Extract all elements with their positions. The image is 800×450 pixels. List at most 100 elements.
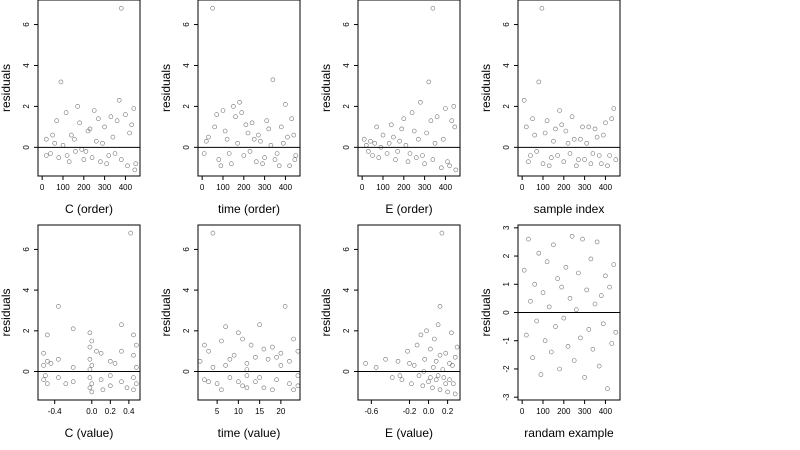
data-point — [60, 143, 66, 148]
data-point — [557, 108, 562, 113]
data-point — [276, 163, 282, 169]
y-tick-label: 0 — [22, 369, 31, 374]
data-point — [87, 330, 93, 336]
data-point — [206, 379, 211, 385]
data-point — [596, 363, 602, 369]
data-point — [569, 234, 575, 239]
data-point — [206, 348, 211, 354]
data-point — [202, 342, 207, 348]
data-point — [437, 304, 443, 309]
data-point — [100, 141, 105, 146]
data-point — [437, 387, 443, 393]
y-tick-label: 0 — [182, 369, 191, 374]
data-point — [454, 344, 460, 350]
data-point — [119, 157, 124, 162]
data-point — [409, 110, 415, 115]
data-point — [241, 153, 247, 158]
data-point — [561, 159, 567, 164]
data-point — [89, 381, 95, 387]
data-point — [534, 318, 540, 324]
data-point — [89, 363, 95, 368]
data-point — [443, 350, 449, 356]
data-point — [278, 124, 284, 130]
data-point — [132, 167, 138, 173]
data-point — [289, 116, 295, 121]
data-point — [538, 372, 544, 377]
data-point — [600, 321, 606, 327]
data-point — [227, 375, 233, 380]
data-point — [418, 100, 423, 105]
data-point — [565, 344, 571, 349]
data-point — [530, 116, 535, 121]
y-tick-label: 6 — [22, 22, 31, 27]
data-point — [435, 322, 441, 328]
y-tick-label: 1 — [502, 282, 511, 287]
data-point — [81, 157, 87, 162]
data-point — [261, 346, 267, 352]
data-point — [216, 157, 222, 162]
data-point — [534, 149, 540, 154]
data-point — [521, 267, 527, 273]
data-point — [278, 363, 284, 368]
data-point — [287, 163, 292, 169]
data-point — [257, 322, 262, 328]
data-point — [231, 352, 237, 358]
data-point — [251, 136, 257, 142]
data-point — [134, 381, 139, 387]
data-point — [540, 161, 546, 166]
x-tick-label: 200 — [77, 183, 91, 192]
data-point — [291, 336, 296, 342]
data-point — [431, 336, 437, 342]
data-point — [129, 122, 134, 128]
y-tick-label: 2 — [342, 104, 351, 109]
x-tick-label: 300 — [258, 183, 272, 192]
data-point — [409, 381, 414, 387]
data-point — [262, 155, 267, 160]
data-point — [422, 356, 428, 362]
x-tick-label: -0.4 — [48, 407, 62, 416]
y-axis-title: residuals — [0, 64, 13, 112]
data-point — [247, 149, 253, 154]
data-point — [403, 143, 409, 148]
data-point — [58, 79, 64, 85]
y-tick-label: 6 — [182, 247, 191, 252]
data-point — [293, 153, 299, 158]
data-point — [210, 230, 216, 236]
data-point — [420, 383, 426, 389]
residual-panel-1: 0 100 200 300 400 0 2 4 6 C (order) residuals — [0, 0, 141, 216]
data-point — [416, 136, 421, 142]
data-point — [244, 361, 250, 366]
data-point — [52, 141, 58, 146]
data-point — [428, 346, 433, 352]
data-point — [50, 132, 55, 138]
data-point — [236, 379, 241, 385]
y-tick-label: -2 — [502, 365, 511, 373]
plot-frame — [357, 224, 461, 401]
residual-panel-3: 0 100 200 300 400 0 2 4 6 E (order) residuals — [319, 0, 461, 216]
data-point — [77, 120, 82, 126]
y-tick-label: 6 — [342, 22, 351, 27]
data-point — [407, 361, 412, 366]
data-point — [285, 134, 290, 140]
data-point — [131, 352, 136, 358]
data-point — [56, 375, 61, 380]
data-point — [64, 153, 70, 158]
data-point — [393, 157, 398, 162]
data-point — [98, 377, 104, 383]
data-point — [445, 159, 450, 164]
data-point — [237, 100, 242, 105]
data-point — [386, 141, 392, 146]
data-point — [75, 104, 80, 109]
data-point — [70, 326, 76, 332]
data-point — [555, 276, 560, 281]
data-point — [452, 124, 458, 130]
x-tick-label: -0.6 — [364, 407, 378, 416]
data-point — [270, 77, 276, 83]
y-tick-label: 2 — [22, 328, 31, 333]
x-axis-title: C (order) — [65, 202, 113, 216]
data-point — [388, 122, 394, 128]
y-tick-label: 4 — [182, 63, 191, 68]
data-point — [43, 153, 49, 158]
x-axis-title: E (value) — [385, 426, 433, 440]
data-point — [548, 155, 554, 160]
